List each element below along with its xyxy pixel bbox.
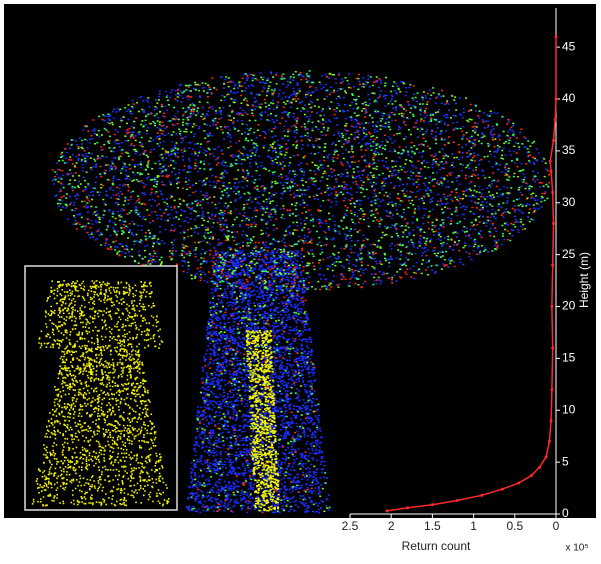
profile-point (386, 509, 389, 512)
y-tick-label: 20 (562, 299, 576, 313)
profile-point (554, 118, 557, 121)
profile-point (431, 503, 434, 506)
x-multiplier: x 10⁵ (565, 543, 588, 554)
profile-point (545, 455, 548, 458)
x-tick-label: 1.5 (424, 519, 441, 533)
profile-point (548, 440, 551, 443)
y-tick-label: 5 (562, 454, 569, 468)
profile-point (549, 160, 552, 163)
x-tick-label: 0 (553, 519, 560, 533)
y-tick-label: 0 (562, 506, 569, 520)
profile-point (550, 170, 553, 173)
x-tick-label: 2.5 (342, 519, 359, 533)
y-tick-label: 25 (562, 247, 576, 261)
profile-point (406, 506, 409, 509)
y-tick-label: 40 (562, 91, 576, 105)
y-tick-label: 30 (562, 195, 576, 209)
profile-point (551, 264, 554, 267)
page: Return count x 10⁵ 0510152025303540452.5… (0, 0, 601, 564)
y-tick-label: 15 (562, 351, 576, 365)
y-axis-label: Height (m) (577, 252, 591, 308)
y-tick-label: 35 (562, 143, 576, 157)
x-axis-label: Return count (402, 539, 471, 553)
chart: Return count x 10⁵ 0510152025303540452.5… (0, 0, 601, 559)
profile-point (517, 481, 520, 484)
profile-point (550, 388, 553, 391)
x-tick-label: 0.5 (506, 519, 523, 533)
profile-point (501, 488, 504, 491)
y-tick-label: 45 (562, 39, 576, 53)
profile-point (551, 191, 554, 194)
profile-point (555, 98, 558, 101)
profile-point (550, 419, 553, 422)
profile-point (456, 499, 459, 502)
profile-point (480, 494, 483, 497)
x-tick-label: 1 (470, 519, 477, 533)
x-tick-label: 2 (388, 519, 395, 533)
profile-point (538, 466, 541, 469)
profile-point (530, 474, 533, 477)
profile-point (555, 35, 558, 38)
profile-point (552, 139, 555, 142)
inset-frame (25, 266, 177, 510)
profile-point (551, 347, 554, 350)
profile-point (550, 305, 553, 308)
y-tick-label: 10 (562, 402, 576, 416)
profile-point (552, 222, 555, 225)
